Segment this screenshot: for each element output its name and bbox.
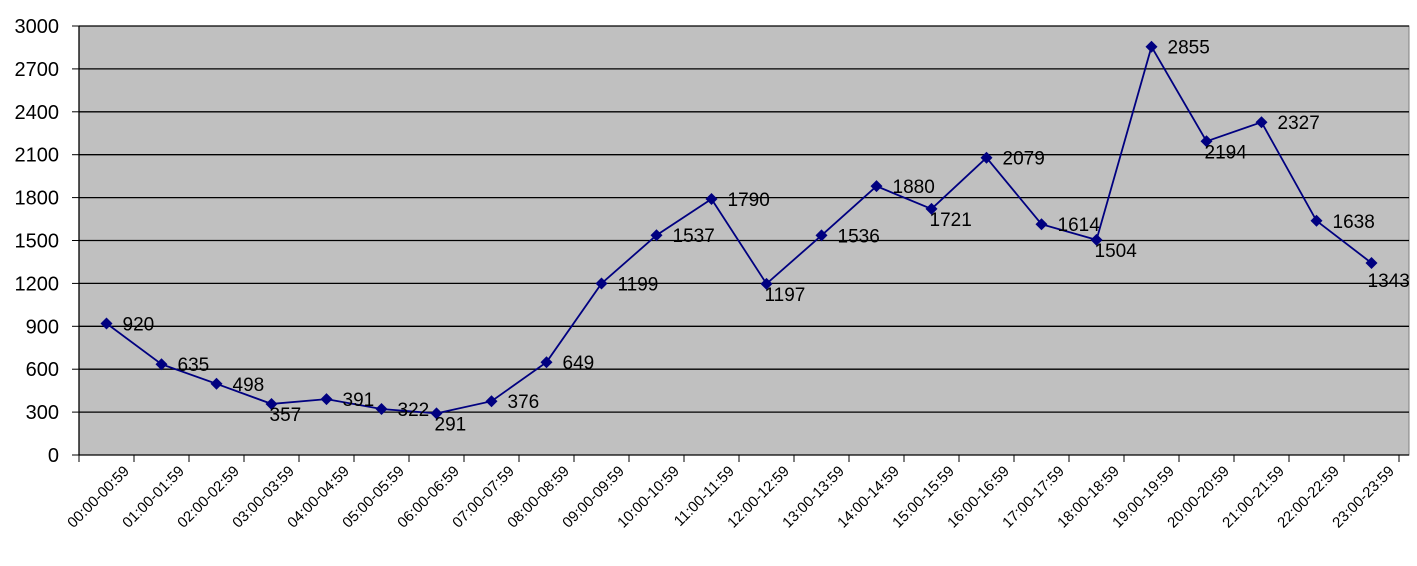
y-tick-label: 3000: [15, 16, 60, 38]
data-label: 291: [435, 414, 467, 435]
data-point-marker: [815, 229, 828, 242]
data-point-marker: [595, 277, 608, 290]
data-point-marker: [980, 151, 993, 164]
y-tick-label: 1800: [15, 188, 60, 210]
data-label: 920: [123, 314, 155, 335]
data-label: 1537: [673, 226, 715, 247]
data-label: 498: [233, 375, 265, 396]
y-tick-label: 2100: [15, 145, 60, 167]
data-label: 2327: [1278, 113, 1320, 134]
data-point-marker: [375, 402, 388, 415]
data-label: 1880: [893, 177, 935, 198]
data-point-marker: [760, 277, 773, 290]
data-point-marker: [485, 395, 498, 408]
y-axis-ticks: 0 300 600 900 1200 1500 1800 2100 2400 2700 3000: [15, 16, 79, 467]
data-label: 649: [563, 353, 595, 374]
y-tick-label: 1500: [15, 231, 60, 253]
data-label: 2855: [1168, 38, 1210, 59]
data-point-marker: [1035, 218, 1048, 231]
data-point-marker: [100, 317, 113, 330]
data-label: 1536: [838, 226, 880, 247]
data-label: 1197: [765, 285, 806, 306]
data-label: 1721: [930, 210, 972, 231]
gridlines: [79, 25, 1409, 413]
data-label: 322: [398, 400, 430, 421]
data-label: 2194: [1205, 142, 1248, 163]
data-point-marker: [1255, 116, 1268, 129]
data-point-marker: [1145, 40, 1158, 53]
data-label: 1638: [1333, 212, 1375, 233]
data-point-marker: [650, 229, 663, 242]
x-axis-ticks: 00:00-00:5901:00-01:5902:00-02:5903:00-0…: [64, 455, 1400, 531]
data-point-marker: [705, 193, 718, 206]
data-label: 2079: [1003, 149, 1045, 170]
data-point-marker: [1310, 214, 1323, 227]
data-point-marker: [210, 377, 223, 390]
data-label: 1614: [1058, 215, 1101, 236]
y-tick-label: 300: [26, 402, 59, 424]
y-tick-label: 900: [26, 316, 59, 338]
data-point-marker: [1200, 135, 1213, 148]
data-label: 635: [178, 355, 210, 376]
data-point-marker: [265, 397, 278, 410]
data-label: 376: [508, 392, 540, 413]
data-point-marker: [1090, 233, 1103, 246]
series-group: [100, 40, 1378, 420]
data-label: 1343: [1368, 271, 1410, 292]
data-point-marker: [925, 202, 938, 215]
data-label: 1199: [618, 275, 659, 296]
data-label: 391: [343, 390, 375, 411]
data-label: 1790: [728, 190, 770, 211]
data-point-marker: [870, 180, 883, 193]
y-tick-label: 1200: [15, 273, 60, 295]
data-point-marker: [1365, 256, 1378, 269]
data-point-marker: [320, 393, 333, 406]
y-tick-label: 2400: [15, 102, 60, 124]
series-line: [105, 44, 1373, 415]
data-label: 1504: [1095, 241, 1138, 262]
y-tick-label: 600: [26, 359, 59, 381]
data-point-marker: [430, 407, 443, 420]
data-point-marker: [155, 358, 168, 371]
y-tick-label: 0: [48, 445, 59, 467]
data-label: 357: [270, 405, 302, 426]
data-point-marker: [540, 356, 553, 369]
y-tick-label: 2700: [15, 59, 60, 81]
